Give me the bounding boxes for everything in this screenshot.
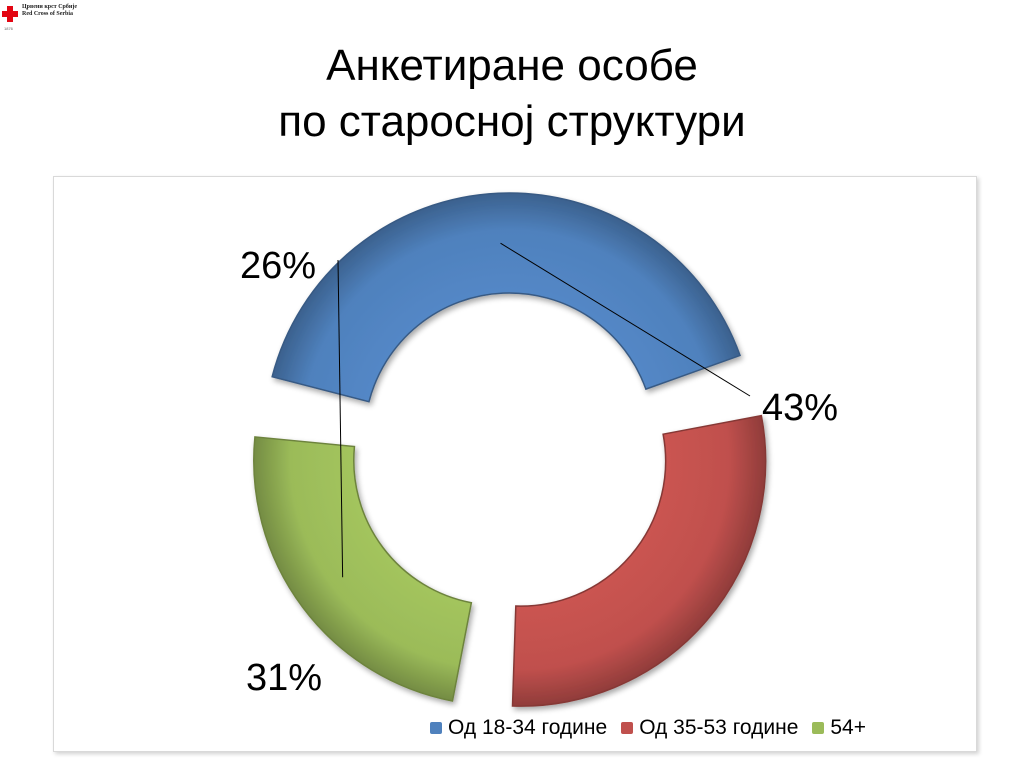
legend-swatch-green <box>812 722 824 734</box>
legend-label-54-plus: 54+ <box>830 716 866 740</box>
legend-item-35-53: Од 35-53 године <box>621 716 798 740</box>
legend-item-18-34: Од 18-34 године <box>430 716 607 740</box>
legend-label-18-34: Од 18-34 године <box>448 716 607 740</box>
label-26: 26% <box>240 245 316 287</box>
slice-35-53 <box>513 416 766 706</box>
legend-label-35-53: Од 35-53 године <box>639 716 798 740</box>
slice-18-34 <box>272 193 740 402</box>
chart-legend: Од 18-34 године Од 35-53 године 54+ <box>430 716 866 740</box>
legend-swatch-blue <box>430 722 442 734</box>
legend-swatch-red <box>621 722 633 734</box>
label-43: 43% <box>762 387 838 429</box>
label-31: 31% <box>246 657 322 699</box>
legend-item-54-plus: 54+ <box>812 716 866 740</box>
